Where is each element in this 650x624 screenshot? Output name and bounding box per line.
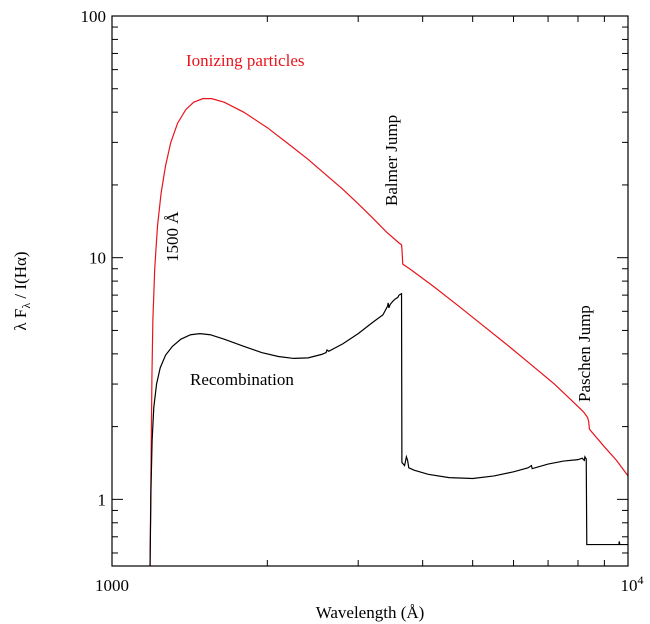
annotation-paschen-jump: Paschen Jump [575,305,594,402]
axis-ticks [111,15,629,566]
annotation-ionizing-particles: Ionizing particles [186,51,305,70]
series-line-ionizing-particles [149,98,628,566]
plot-frame [111,15,629,567]
x-axis-label: Wavelength (Å) [316,603,425,622]
x-tick-label: 1000 [95,576,129,595]
y-tick-label: 100 [81,7,107,26]
series-line-recombination [149,292,628,566]
y-tick-label: 10 [89,249,106,268]
annotation-recombination: Recombination [190,370,294,389]
plot-area [149,98,628,566]
y-axis-label: λ Fλ / I(Hα) [11,251,33,330]
axis-tick-labels: 1000 104 1 10 100 [81,7,644,595]
annotation-1500-angstrom: 1500 Å [163,211,182,262]
annotation-balmer-jump: Balmer Jump [382,115,401,206]
x-tick-label: 104 [621,573,644,595]
y-tick-label: 1 [98,490,107,509]
